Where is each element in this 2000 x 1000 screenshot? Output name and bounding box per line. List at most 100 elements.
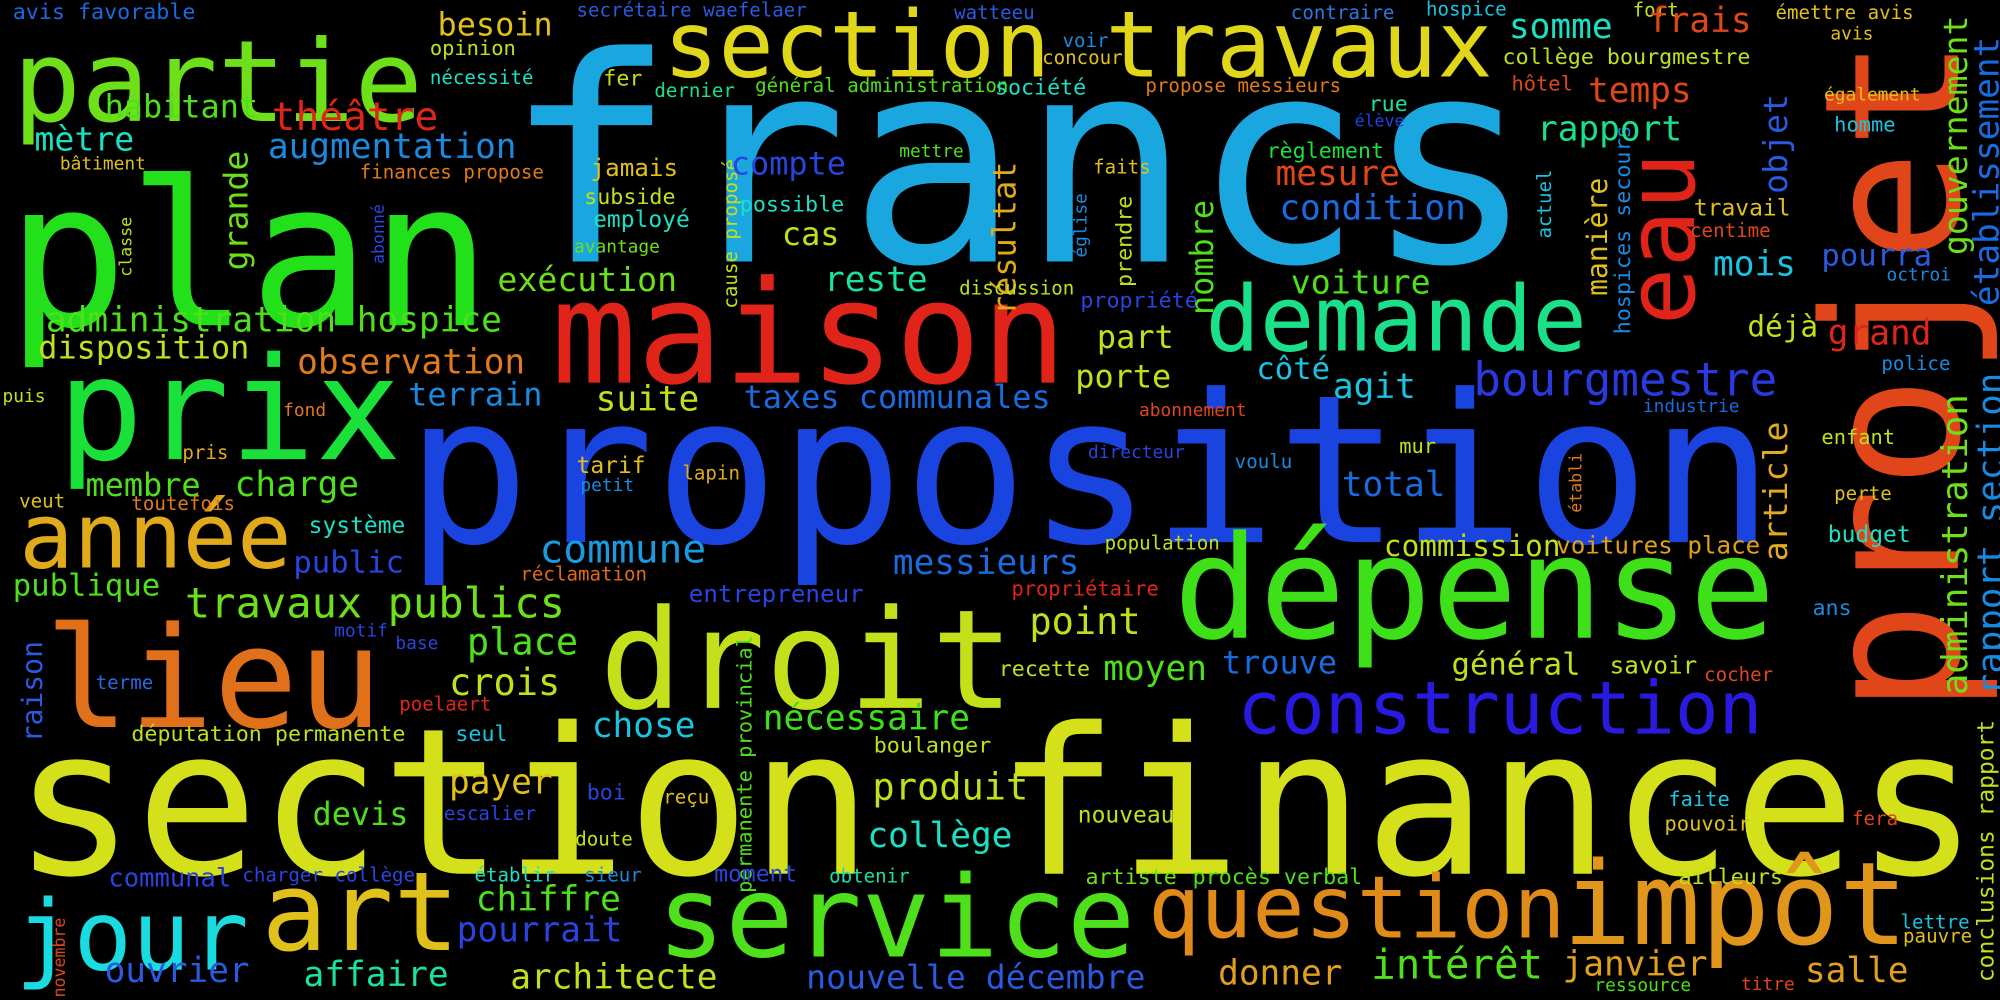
word: agit: [1333, 367, 1416, 407]
word: bâtiment: [60, 154, 146, 175]
word: cocher: [1704, 663, 1773, 686]
word: prix: [57, 326, 401, 493]
word: communal: [108, 863, 231, 893]
word: cause proposé: [719, 159, 742, 309]
word: voulu: [1235, 450, 1293, 473]
word: proposition: [406, 350, 1774, 591]
word: concour: [1042, 46, 1123, 69]
word: base: [395, 633, 438, 654]
word: public: [293, 546, 404, 581]
word: classe: [116, 217, 135, 277]
word: reste: [824, 260, 928, 300]
word: mesure: [1276, 154, 1400, 194]
word: devis: [313, 795, 409, 833]
word: discussion: [959, 277, 1074, 300]
word: actuel: [1533, 169, 1556, 238]
word: fort: [1633, 0, 1679, 22]
word: mètre: [34, 120, 134, 159]
word: rapport section: [1971, 373, 2000, 695]
word: dépense: [1173, 505, 1775, 672]
word: établi: [1567, 453, 1586, 513]
word: publique: [13, 569, 160, 604]
word: directeur: [1088, 442, 1185, 463]
word: ouvrier: [105, 951, 250, 991]
word: propriétaire: [1011, 577, 1158, 601]
word: ans: [1813, 596, 1852, 621]
word: homme: [1834, 112, 1895, 136]
word: subside: [584, 185, 675, 210]
word: doute: [575, 828, 633, 851]
word: administration: [1935, 394, 1976, 695]
word: avis favorable: [13, 0, 196, 25]
word: toutefois: [131, 492, 235, 515]
word: nouveau: [1078, 803, 1175, 829]
word: rapport: [1537, 109, 1682, 149]
word: part: [1097, 318, 1174, 356]
word: somme: [1509, 7, 1613, 47]
word: théâtre: [272, 94, 439, 140]
word: trouve: [1222, 643, 1337, 681]
word: réclamation: [520, 562, 647, 585]
word: commission: [1384, 529, 1561, 563]
word: opinion: [430, 36, 516, 60]
word: pouvoir: [1665, 811, 1751, 835]
word: cas: [782, 215, 840, 253]
word: artiste: [1085, 865, 1176, 890]
word: puis: [3, 386, 46, 407]
word: également: [1824, 85, 1921, 106]
word: octroi: [1886, 265, 1950, 286]
word: impôt: [1563, 838, 1909, 972]
word: titre: [1741, 974, 1795, 995]
word: moment: [714, 861, 797, 887]
word: administration hospice: [46, 301, 502, 341]
word: pourra: [1821, 238, 1932, 273]
word: faits: [1093, 155, 1151, 178]
word: population: [1105, 532, 1220, 555]
word: nécessité: [430, 66, 534, 89]
word: résultat: [985, 162, 1023, 316]
word: émettre avis: [1776, 1, 1914, 24]
word: veut: [19, 490, 65, 513]
word: collège: [867, 816, 1012, 856]
word: terrain: [408, 376, 542, 414]
word: bourgmestre: [1473, 352, 1777, 406]
word: grand: [1828, 313, 1932, 353]
word: poelaert: [399, 692, 491, 715]
word: ailleurs: [1679, 865, 1783, 890]
word: année: [19, 485, 292, 590]
word: propriété: [1080, 288, 1197, 313]
word: janvier: [1563, 945, 1708, 985]
word: permanente provincial: [732, 635, 756, 893]
word: boi: [587, 781, 626, 806]
word: projet: [1785, 37, 2000, 714]
word: grande: [216, 151, 255, 271]
word: membre: [85, 466, 200, 504]
word: fer: [603, 66, 642, 91]
word: savoir: [1610, 651, 1698, 679]
word: messieurs: [893, 543, 1080, 583]
word: système: [309, 513, 406, 539]
word: lieu: [45, 598, 383, 761]
word: travail: [1694, 196, 1791, 222]
word: chiffre: [476, 880, 621, 920]
word: objet: [1756, 94, 1795, 194]
word: jour: [15, 879, 248, 992]
word: propose messieurs: [1145, 74, 1341, 97]
word: établissement: [1968, 37, 2000, 306]
word: tarif: [577, 453, 646, 479]
word: entrepreneur: [689, 580, 864, 608]
word: manière: [1581, 178, 1614, 296]
word: hospices secours: [1611, 125, 1636, 334]
word: police: [1881, 352, 1950, 375]
word: terme: [96, 671, 154, 694]
word: petit: [580, 475, 634, 496]
word: conclusions rapport: [1974, 720, 2000, 982]
word: ressource: [1594, 975, 1691, 996]
word: motif: [334, 620, 388, 641]
word: église: [1071, 193, 1092, 257]
word: frais: [1648, 1, 1752, 41]
word: augmentation: [268, 127, 517, 167]
word: charger collège: [242, 863, 415, 886]
word: abonné: [369, 204, 388, 264]
word: article: [1756, 421, 1795, 561]
